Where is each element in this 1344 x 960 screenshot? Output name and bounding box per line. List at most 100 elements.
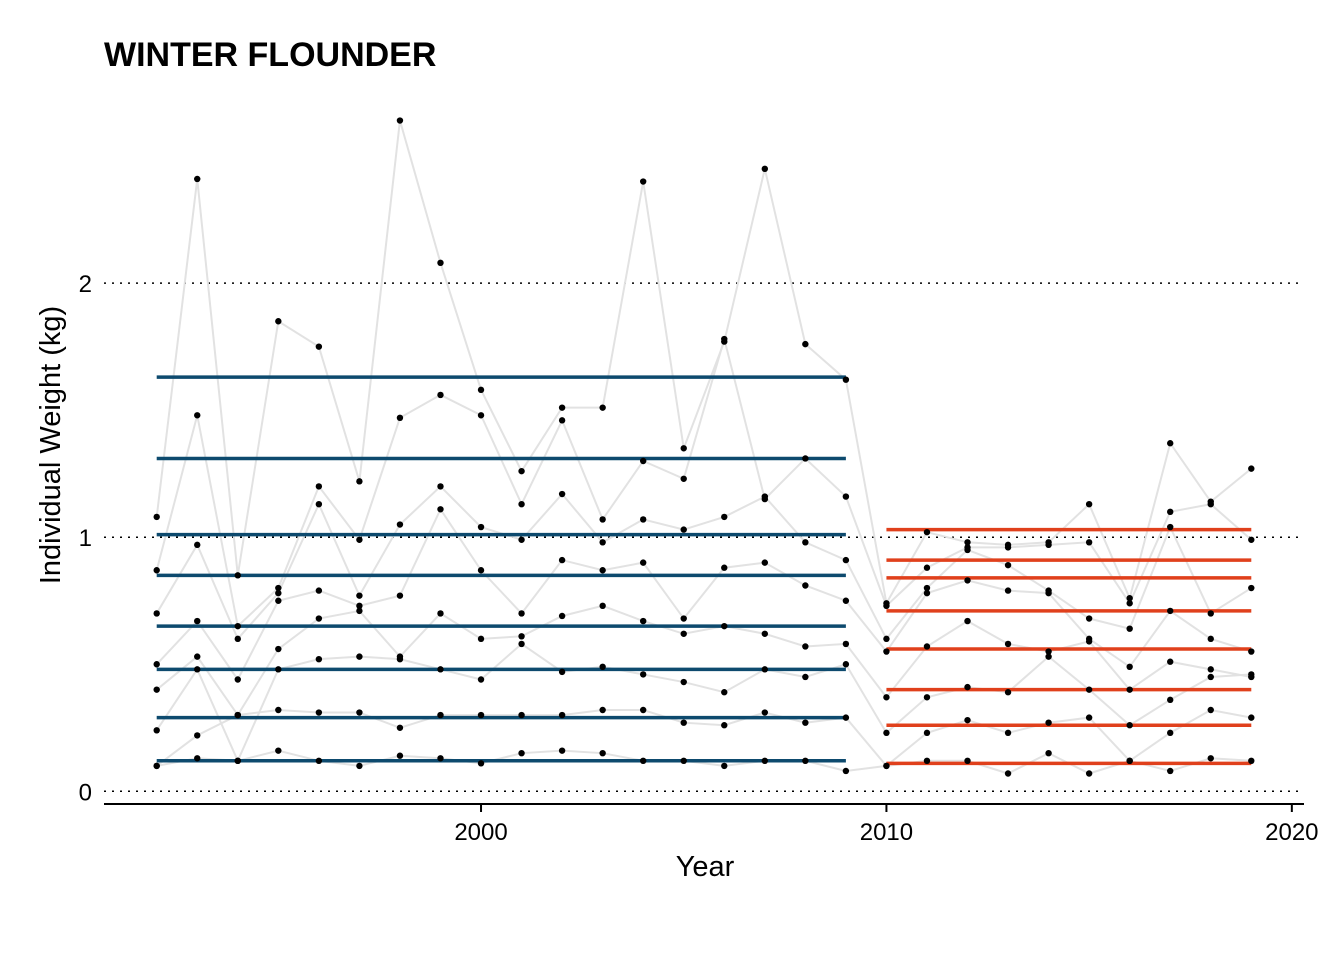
data-point — [802, 340, 809, 348]
data-point — [396, 655, 404, 663]
series-trace — [155, 335, 1252, 629]
y-tick-label: 2 — [79, 271, 92, 298]
data-point — [315, 587, 323, 594]
data-point — [1004, 689, 1012, 696]
reference-lines — [156, 375, 1252, 766]
data-point — [234, 635, 241, 643]
data-point — [315, 757, 323, 765]
data-point — [1167, 607, 1174, 615]
data-point — [194, 617, 201, 625]
data-point — [1248, 536, 1255, 543]
data-point — [842, 493, 850, 500]
data-point — [1126, 686, 1133, 693]
data-point — [639, 671, 647, 678]
data-point — [518, 500, 525, 508]
data-point — [761, 559, 769, 566]
data-point — [1045, 719, 1052, 726]
data-point — [842, 714, 850, 721]
data-point — [842, 640, 850, 648]
data-point — [315, 343, 323, 350]
data-point — [477, 523, 485, 531]
data-point — [599, 539, 606, 546]
data-point — [558, 404, 566, 411]
x-axis-title: Year — [676, 851, 735, 883]
data-point — [477, 711, 485, 719]
data-point — [1004, 544, 1012, 551]
data-point — [639, 178, 647, 185]
data-point — [639, 706, 647, 714]
data-point — [680, 719, 687, 726]
data-point — [1126, 722, 1133, 729]
data-point — [1207, 755, 1214, 762]
data-point — [639, 516, 647, 523]
data-point — [1248, 648, 1255, 655]
data-point — [518, 640, 525, 648]
data-point — [194, 412, 201, 419]
data-point — [1167, 696, 1174, 704]
data-point — [477, 676, 485, 683]
data-point — [194, 666, 201, 673]
data-point — [234, 757, 241, 765]
data-point — [396, 752, 404, 759]
data-point — [1045, 648, 1052, 655]
data-point — [1045, 589, 1052, 597]
data-point — [802, 643, 809, 650]
data-point — [680, 678, 687, 686]
data-point — [194, 732, 201, 739]
data-point — [599, 404, 606, 411]
grid — [104, 282, 1304, 793]
data-point — [437, 666, 444, 673]
data-point — [1167, 523, 1174, 531]
data-point — [1207, 673, 1214, 681]
data-point — [518, 467, 525, 475]
data-point — [275, 706, 282, 714]
data-point — [315, 709, 323, 716]
data-point — [923, 564, 931, 571]
data-point — [1126, 600, 1133, 607]
data-point — [194, 755, 201, 762]
data-point — [275, 666, 282, 673]
data-point — [437, 259, 444, 267]
data-point — [1085, 686, 1093, 693]
data-point — [437, 483, 444, 490]
data-point — [1045, 541, 1052, 549]
data-point — [356, 709, 363, 716]
data-point — [964, 683, 971, 691]
data-point — [437, 506, 444, 513]
data-point — [396, 592, 404, 599]
data-point — [234, 676, 241, 683]
data-point — [599, 749, 606, 757]
data-point — [680, 475, 687, 482]
data-point — [1248, 714, 1255, 721]
data-point — [396, 521, 404, 528]
data-point — [153, 567, 160, 574]
data-point — [1248, 671, 1255, 678]
data-point — [1085, 615, 1093, 622]
data-point — [964, 546, 971, 554]
data-point — [558, 490, 566, 498]
data-point — [842, 661, 850, 668]
data-point — [153, 661, 160, 668]
data-point — [1167, 729, 1174, 737]
data-point — [883, 635, 890, 643]
data-point — [883, 694, 890, 701]
data-point — [558, 668, 566, 676]
data-point — [599, 706, 606, 714]
data-point — [1126, 595, 1133, 602]
x-tick-label: 2000 — [454, 819, 507, 846]
data-point — [1167, 440, 1174, 447]
data-point — [1248, 584, 1255, 592]
data-point — [437, 391, 444, 399]
data-point — [396, 724, 404, 731]
data-point — [477, 567, 485, 574]
data-point — [1167, 767, 1174, 775]
data-point — [234, 572, 241, 579]
data-point — [680, 630, 687, 637]
data-point — [1207, 500, 1214, 508]
data-point — [356, 653, 363, 660]
data-point — [396, 117, 404, 124]
data-point — [1004, 561, 1012, 569]
data-point — [599, 516, 606, 523]
data-point — [356, 536, 363, 543]
